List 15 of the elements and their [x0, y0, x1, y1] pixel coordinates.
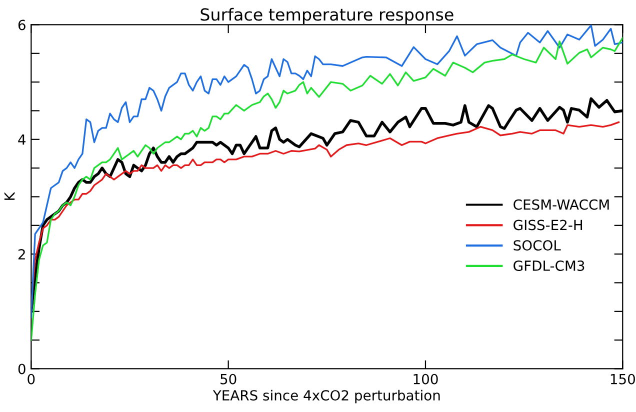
x-tick-label: 0 [28, 374, 35, 384]
legend-label: GISS-E2-H [514, 220, 582, 230]
x-tick-label: 50 [220, 374, 236, 384]
chart-title: Surface temperature response [200, 8, 454, 24]
legend-label: SOCOL [514, 240, 561, 251]
y-tick-label: 0 [18, 364, 26, 374]
y-tick-label: 2 [18, 249, 25, 260]
x-tick-label: 100 [414, 374, 438, 384]
x-tick-label: 150 [610, 374, 635, 384]
legend-label: CESM-WACCM [514, 199, 609, 210]
legend-label: GFDL-CM3 [514, 260, 584, 271]
y-tick-label: 4 [18, 134, 26, 145]
y-axis-title: K [4, 192, 15, 200]
y-tick-label: 6 [18, 20, 26, 30]
x-axis-title: YEARS since 4xCO2 perturbation [212, 390, 440, 404]
